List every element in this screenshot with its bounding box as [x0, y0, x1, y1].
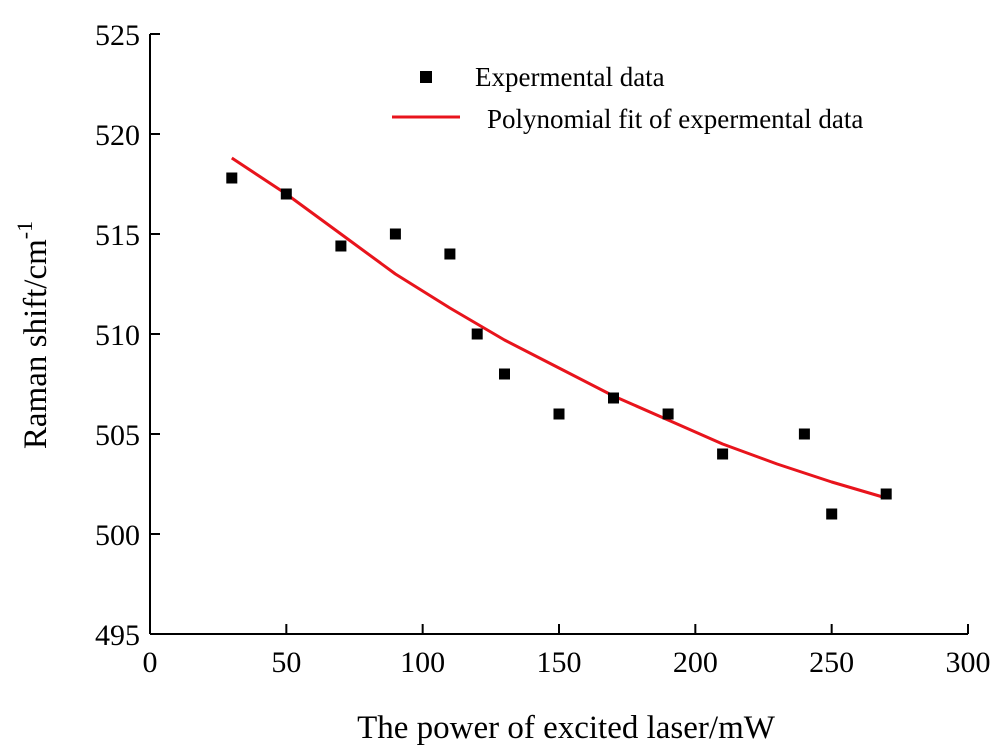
x-tick-label: 300: [946, 646, 991, 679]
x-axis-ticks: 0 50 100 150 200 250 300: [143, 624, 991, 679]
x-tick-label: 150: [537, 646, 582, 679]
y-axis-title-superscript: -1: [12, 221, 37, 239]
legend: Expermental data Polynomial fit of exper…: [392, 62, 863, 134]
y-tick-label: 500: [95, 519, 140, 552]
x-tick-label: 50: [271, 646, 301, 679]
data-point: [826, 508, 838, 520]
data-point: [553, 408, 565, 420]
y-tick-label: 525: [95, 19, 140, 52]
points-layer: [226, 172, 892, 520]
y-tick-label: 495: [95, 619, 140, 652]
x-axis-title: The power of excited laser/mW: [357, 710, 776, 746]
x-tick-label: 100: [400, 646, 445, 679]
x-tick-label: 200: [673, 646, 718, 679]
x-tick-label: 250: [809, 646, 854, 679]
legend-scatter-label: Expermental data: [475, 62, 665, 92]
data-point: [389, 228, 401, 240]
data-point: [335, 240, 347, 252]
y-tick-label: 515: [95, 219, 140, 252]
fit-line: [230, 156, 887, 500]
data-point: [798, 428, 810, 440]
data-point: [226, 172, 238, 184]
data-point: [499, 368, 510, 380]
data-point: [717, 448, 729, 460]
legend-scatter-marker: [420, 71, 432, 83]
legend-fit-label: Polynomial fit of expermental data: [487, 104, 863, 134]
y-axis-title: Raman shift/cm-1: [12, 221, 54, 449]
data-point: [880, 488, 892, 500]
data-point: [608, 392, 619, 404]
y-axis-title-base: Raman shift/cm: [18, 239, 54, 449]
y-tick-label: 510: [95, 319, 140, 352]
y-tick-label: 520: [95, 119, 140, 152]
data-point: [471, 328, 483, 340]
y-axis-ticks: 495 500 505 510 515 520 525: [95, 19, 160, 652]
x-tick-label: 0: [143, 646, 158, 679]
fit-layer: [230, 156, 887, 500]
data-point: [280, 188, 292, 200]
y-tick-label: 505: [95, 419, 140, 452]
data-point: [444, 248, 456, 260]
data-point: [662, 408, 674, 420]
